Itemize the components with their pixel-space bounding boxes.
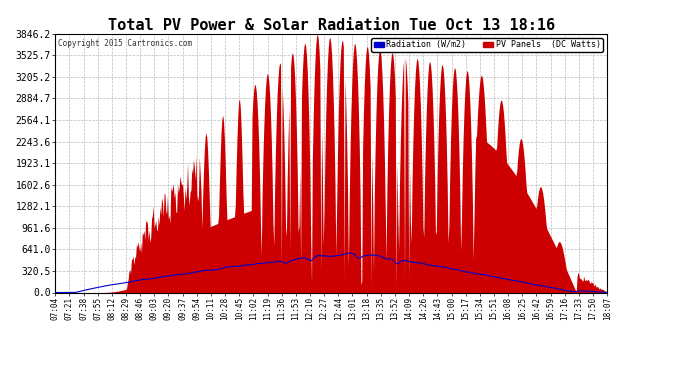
Legend: Radiation (W/m2), PV Panels  (DC Watts): Radiation (W/m2), PV Panels (DC Watts) (371, 38, 603, 52)
Title: Total PV Power & Solar Radiation Tue Oct 13 18:16: Total PV Power & Solar Radiation Tue Oct… (108, 18, 555, 33)
Text: Copyright 2015 Cartronics.com: Copyright 2015 Cartronics.com (58, 39, 192, 48)
